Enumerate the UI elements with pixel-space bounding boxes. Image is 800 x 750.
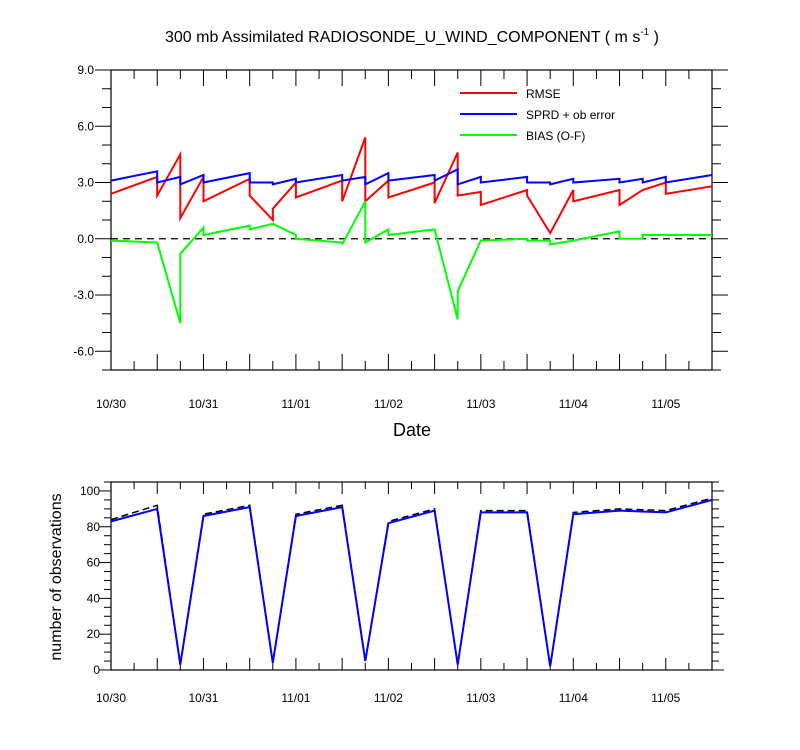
y-tick-label: -3.0 (73, 288, 94, 302)
top-chart: 10/30 10/31 11/01 11/02 11/03 11/04 11/05 -6.0 -… (73, 63, 728, 411)
series-line-possible (110, 497, 713, 667)
y-axis-title-observations: number of observations (48, 493, 65, 660)
series-line-used (110, 498, 713, 667)
y-tick-label: 100 (80, 484, 100, 498)
chart-title: 300 mb Assimilated RADIOSONDE_U_WIND_COM… (165, 27, 659, 46)
x-tick-label: 11/02 (374, 397, 403, 411)
y-tick-label: 20 (87, 627, 101, 641)
plot-frame (110, 69, 713, 371)
x-tick-label: 11/01 (281, 397, 310, 411)
x-tick-label: 11/03 (466, 691, 495, 705)
y-tick-label: 60 (87, 556, 101, 570)
y-tick-label: 0 (93, 663, 100, 677)
x-tick-label: 11/01 (281, 691, 310, 705)
x-tick-label: 11/02 (374, 691, 403, 705)
y-tick-label: -6.0 (73, 344, 94, 358)
y-tick-label: 0.0 (77, 232, 94, 246)
x-tick-label: 10/31 (188, 691, 218, 705)
bottom-chart: 10/30 10/31 11/01 11/02 11/03 11/04 11/05 0 20 40… (80, 481, 724, 705)
legend-label: BIAS (O-F) (526, 129, 585, 143)
y-tick-label: 3.0 (77, 176, 94, 190)
legend-label: SPRD + ob error (526, 108, 615, 122)
chart-title-superscript: -1 (640, 27, 649, 38)
chart-title-main: 300 mb Assimilated RADIOSONDE_U_WIND_COM… (165, 29, 640, 46)
series-line-sprd-ob-error (110, 167, 713, 187)
x-tick-label: 11/05 (651, 397, 680, 411)
x-tick-label: 10/30 (96, 691, 126, 705)
x-tick-label: 10/30 (96, 397, 126, 411)
y-tick-label: 6.0 (77, 119, 94, 133)
x-tick-label: 11/05 (651, 691, 680, 705)
y-tick-label: 80 (87, 520, 101, 534)
x-tick-label: 11/04 (559, 397, 588, 411)
x-tick-label: 10/31 (188, 397, 218, 411)
series-line-bias-o-f (110, 200, 712, 324)
x-tick-label: 11/04 (559, 691, 588, 705)
chart-title-close: ) (649, 29, 659, 46)
x-axis-title: Date (393, 420, 431, 440)
y-tick-label: 40 (87, 591, 101, 605)
legend-label: RMSE (526, 87, 561, 101)
y-tick-label: 9.0 (77, 63, 94, 77)
x-tick-label: 11/03 (466, 397, 495, 411)
series-line-rmse (110, 137, 713, 236)
